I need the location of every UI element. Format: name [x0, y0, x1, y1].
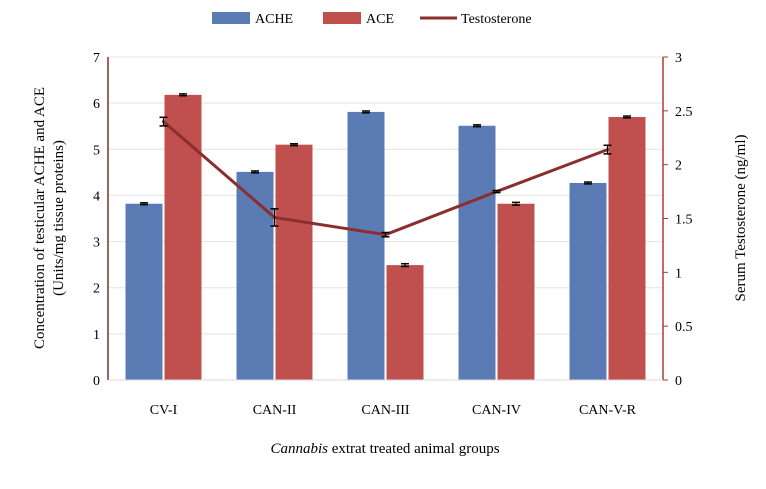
- bar-ace: [164, 94, 202, 380]
- legend-label-testosterone: Testosterone: [461, 12, 532, 27]
- legend-swatch-ache: [212, 12, 250, 24]
- y-right-tick-label: 3: [675, 51, 682, 66]
- y-right-tick-label: 2: [675, 159, 682, 174]
- testosterone-line: [159, 116, 612, 238]
- x-axis-title: Cannabis extrat treated animal groups: [270, 441, 499, 457]
- y-right-tick-label: 1.5: [675, 213, 693, 228]
- y-left-tick-label: 0: [93, 374, 100, 389]
- y-left-tick-label: 5: [93, 143, 100, 158]
- bar-ache: [569, 182, 607, 380]
- x-tick-label: CV-I: [150, 403, 178, 418]
- y-right-tick-label: 1: [675, 266, 682, 281]
- bar-ace: [608, 116, 646, 380]
- legend-label-ache: ACHE: [255, 12, 293, 27]
- x-tick-label: CAN-II: [253, 403, 297, 418]
- y-axis-left-title-line1: Concentration of testicular ACHE and ACE: [32, 87, 48, 349]
- bar-ache: [125, 203, 163, 380]
- x-tick-label: CAN-V-R: [579, 403, 637, 418]
- y-left-tick-label: 6: [93, 97, 100, 112]
- y-axis-right-title: Serum Testosterone (ng/ml): [733, 135, 749, 302]
- testosterone-polyline: [162, 120, 609, 237]
- y-left-tick-label: 4: [93, 189, 100, 204]
- x-tick-label: CAN-III: [361, 403, 410, 418]
- legend-swatch-ace: [323, 12, 361, 24]
- x-axis-title-rest: extrat treated animal groups: [328, 441, 500, 457]
- axes: 0 1 2 3 4 5 6 7 0 0.5 1 1.5 2 2.5 3 CV-I CAN-II CAN-III CA…: [93, 51, 693, 418]
- bars: [125, 93, 646, 380]
- y-right-tick-label: 0: [675, 374, 682, 389]
- y-left-tick-label: 2: [93, 282, 100, 297]
- x-axis-title-italic: Cannabis: [270, 441, 328, 457]
- x-tick-label: CAN-IV: [472, 403, 521, 418]
- legend-label-ace: ACE: [366, 12, 394, 27]
- y-left-tick-label: 3: [93, 236, 100, 251]
- bar-ace: [386, 265, 424, 380]
- bar-ace: [497, 203, 535, 380]
- bar-ache: [458, 125, 496, 380]
- y-left-tick-label: 1: [93, 328, 100, 343]
- bar-ache: [347, 111, 385, 380]
- y-right-tick-label: 2.5: [675, 105, 693, 120]
- y-axis-left-title-line2: (Units/mg tissue proteins): [51, 140, 67, 296]
- legend: ACHE ACE Testosterone: [212, 12, 532, 27]
- y-right-tick-label: 0.5: [675, 320, 693, 335]
- bar-ace: [275, 144, 313, 380]
- y-left-tick-label: 7: [93, 51, 100, 66]
- bar-ache: [236, 171, 274, 380]
